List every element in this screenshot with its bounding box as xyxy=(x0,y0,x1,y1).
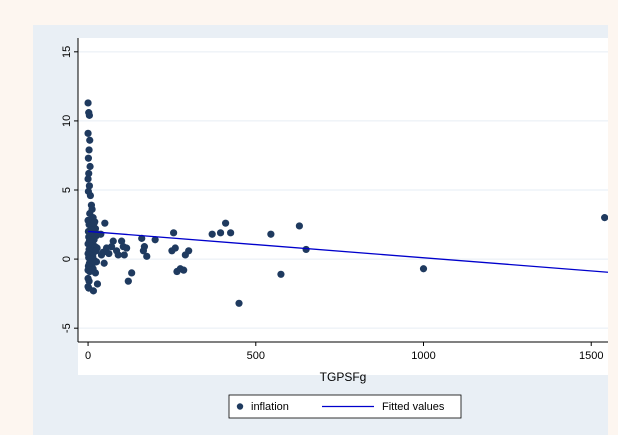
inflation-point xyxy=(151,236,159,244)
inflation-point xyxy=(84,283,92,291)
legend-marker-inflation xyxy=(236,403,244,410)
inflation-point xyxy=(100,259,108,267)
inflation-point xyxy=(90,219,98,227)
inflation-point xyxy=(101,219,109,227)
inflation-point xyxy=(87,266,96,274)
fit-lines xyxy=(88,230,608,273)
grid-lines xyxy=(78,51,608,329)
x-axis-title: TGPSFg xyxy=(320,370,367,384)
legend: inflation Fitted values xyxy=(228,394,462,419)
inflation-point xyxy=(118,237,126,245)
inflation-point xyxy=(221,219,230,227)
y-tick-label: -5 xyxy=(61,323,73,333)
inflation-point xyxy=(84,129,92,137)
inflation-point xyxy=(107,243,116,251)
inflation-point xyxy=(235,299,243,307)
y-tick-label: 10 xyxy=(61,115,73,127)
axis-ticks: -5 0 5 10 15 0 500 1000 1500 xyxy=(61,46,603,362)
inflation-point xyxy=(208,230,216,238)
inflation-point xyxy=(419,265,428,273)
x-tick-label: 1500 xyxy=(579,350,603,362)
y-tick-label: 0 xyxy=(61,256,73,262)
inflation-point xyxy=(85,169,93,178)
inflation-point xyxy=(84,175,92,183)
inflation-point xyxy=(86,191,95,200)
legend-label-inflation: inflation xyxy=(251,401,289,413)
inflation-point xyxy=(86,236,94,244)
inflation-point xyxy=(84,154,92,162)
inflation-point xyxy=(267,230,275,238)
inflation-point xyxy=(123,244,131,252)
inflation-point xyxy=(120,251,128,259)
inflation-point xyxy=(601,214,608,222)
inflation-point xyxy=(227,229,235,237)
inflation-point xyxy=(140,243,149,251)
x-tick-label: 500 xyxy=(247,350,265,362)
inflation-point xyxy=(84,99,92,107)
inflation-point xyxy=(85,182,94,190)
inflation-point xyxy=(128,269,136,277)
legend-label-fitted: Fitted values xyxy=(382,401,445,413)
inflation-point xyxy=(109,237,117,245)
inflation-point xyxy=(105,249,113,258)
inflation-point xyxy=(143,252,151,260)
inflation-point xyxy=(86,162,94,171)
graph-region: -5 0 5 10 15 0 500 1000 1500 TGPSFg inflation Fi… xyxy=(33,25,608,435)
inflation-point xyxy=(85,277,93,285)
x-tick-label: 0 xyxy=(85,350,91,362)
inflation-point xyxy=(277,270,285,278)
inflation-point xyxy=(180,266,188,274)
inflation-point xyxy=(216,229,225,237)
inflation-point xyxy=(92,247,100,255)
inflation-point xyxy=(171,244,179,252)
inflation-point xyxy=(170,229,178,237)
inflation-point xyxy=(185,247,193,255)
plot-area xyxy=(78,38,608,375)
inflation-point xyxy=(85,111,94,119)
inflation-point xyxy=(86,136,94,144)
scatter-chart: -5 0 5 10 15 0 500 1000 1500 TGPSFg inflation Fi… xyxy=(61,38,608,419)
y-tick-label: 15 xyxy=(61,46,73,58)
inflation-point xyxy=(302,245,310,254)
inflation-point xyxy=(295,222,303,230)
inflation-point xyxy=(93,280,102,288)
y-tick-label: 5 xyxy=(61,187,73,193)
inflation-point xyxy=(89,287,98,295)
inflation-point xyxy=(114,251,122,259)
inflation-point xyxy=(138,234,146,242)
inflation-point xyxy=(85,146,93,154)
x-tick-label: 1000 xyxy=(411,350,435,362)
inflation-point xyxy=(124,277,132,285)
fitted-values-line xyxy=(88,230,608,273)
